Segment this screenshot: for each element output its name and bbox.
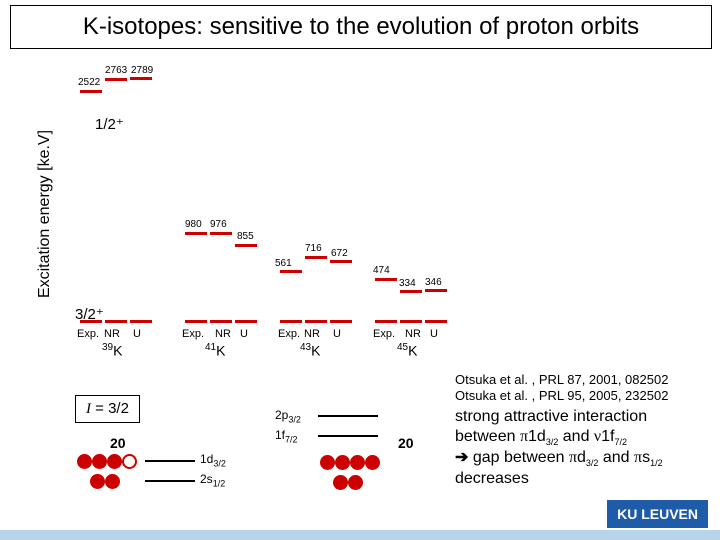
magic-number-left: 20 [110,435,126,451]
level-bar [425,289,447,292]
col-label: Exp. [278,328,300,340]
ref-line3b: between π1d3/2 and ν1f7/2 [455,427,715,448]
isotope-label: 39K [102,342,122,359]
shell-label-f72: 1f7/2 [275,428,298,444]
shell-label-s12: 2s1/2 [200,472,225,488]
level-bar [185,320,207,323]
level-value: 2763 [105,65,127,76]
mass-number: 45 [397,342,408,353]
level-bar [305,256,327,259]
level-bar [400,290,422,293]
level-value: 346 [425,277,442,288]
orbital-filled [365,455,380,470]
level-value: 672 [331,248,348,259]
col-label: NR [405,328,421,340]
col-label: U [240,328,248,340]
ref-line3: strong attractive interaction [455,407,715,427]
level-bar [425,320,447,323]
shell-label-p32: 2p3/2 [275,408,301,424]
level-bar [105,320,127,323]
col-label: Exp. [373,328,395,340]
level-bar [280,320,302,323]
orbital-filled [350,455,365,470]
isotope-label: 45K [397,342,417,359]
level-bar [130,320,152,323]
ref-line4: ➔ gap between πd3/2 and πs1/2 [455,448,715,469]
mass-number: 41 [205,342,216,353]
y-axis-label: Excitation energy [ke.V] [36,114,54,314]
level-bar [130,77,152,80]
level-bar [235,244,257,247]
spin-upper: 1/2⁺ [95,115,124,133]
level-value: 474 [373,265,390,276]
col-label: U [133,328,141,340]
level-bar [235,320,257,323]
level-bar [400,320,422,323]
isotope-label: 43K [300,342,320,359]
col-label: NR [104,328,120,340]
element-symbol: K [408,343,417,359]
level-bar [375,320,397,323]
level-value: 716 [305,243,322,254]
col-label: U [430,328,438,340]
shell-label-d32: 1d3/2 [200,452,226,468]
magic-number-right: 20 [398,435,414,451]
ref-line2: Otsuka et al. , PRL 95, 2005, 232502 [455,388,715,404]
orbital-filled [92,454,107,469]
level-bar [80,90,102,93]
col-label: Exp. [77,328,99,340]
level-bar [330,260,352,263]
orbital-filled [90,474,105,489]
shell-line [145,480,195,482]
orbital-filled [105,474,120,489]
ku-leuven-badge: KU LEUVEN [607,500,708,528]
level-value: 2789 [131,65,153,76]
orbital-empty [122,454,137,469]
orbital-filled [77,454,92,469]
ref-line1: Otsuka et al. , PRL 87, 2001, 082502 [455,372,715,388]
shell-line [145,460,195,462]
mass-number: 43 [300,342,311,353]
level-bar [210,232,232,235]
shell-line [318,415,378,417]
level-bar [80,320,102,323]
element-symbol: K [216,343,225,359]
spin-box: I = 3/2 [75,395,140,423]
orbital-filled [333,475,348,490]
level-bar [305,320,327,323]
reference-block: Otsuka et al. , PRL 87, 2001, 082502 Ots… [455,372,715,489]
level-value: 334 [399,278,416,289]
level-value: 976 [210,219,227,230]
level-bar [105,78,127,81]
mass-number: 39 [102,342,113,353]
col-label: NR [215,328,231,340]
level-value: 2522 [78,77,100,88]
ref-line5: decreases [455,469,715,489]
page-title: K-isotopes: sensitive to the evolution o… [83,13,639,41]
orbital-filled [348,475,363,490]
level-bar [185,232,207,235]
level-bar [280,270,302,273]
level-bar [210,320,232,323]
footer-bar [0,530,720,540]
orbital-filled [107,454,122,469]
col-label: U [333,328,341,340]
title-box: K-isotopes: sensitive to the evolution o… [10,5,712,49]
element-symbol: K [113,343,122,359]
level-value: 980 [185,219,202,230]
isotope-label: 41K [205,342,225,359]
level-value: 855 [237,231,254,242]
orbital-filled [320,455,335,470]
orbital-filled [335,455,350,470]
element-symbol: K [311,343,320,359]
shell-line [318,435,378,437]
level-bar [330,320,352,323]
col-label: NR [304,328,320,340]
level-value: 561 [275,258,292,269]
col-label: Exp. [182,328,204,340]
level-bar [375,278,397,281]
